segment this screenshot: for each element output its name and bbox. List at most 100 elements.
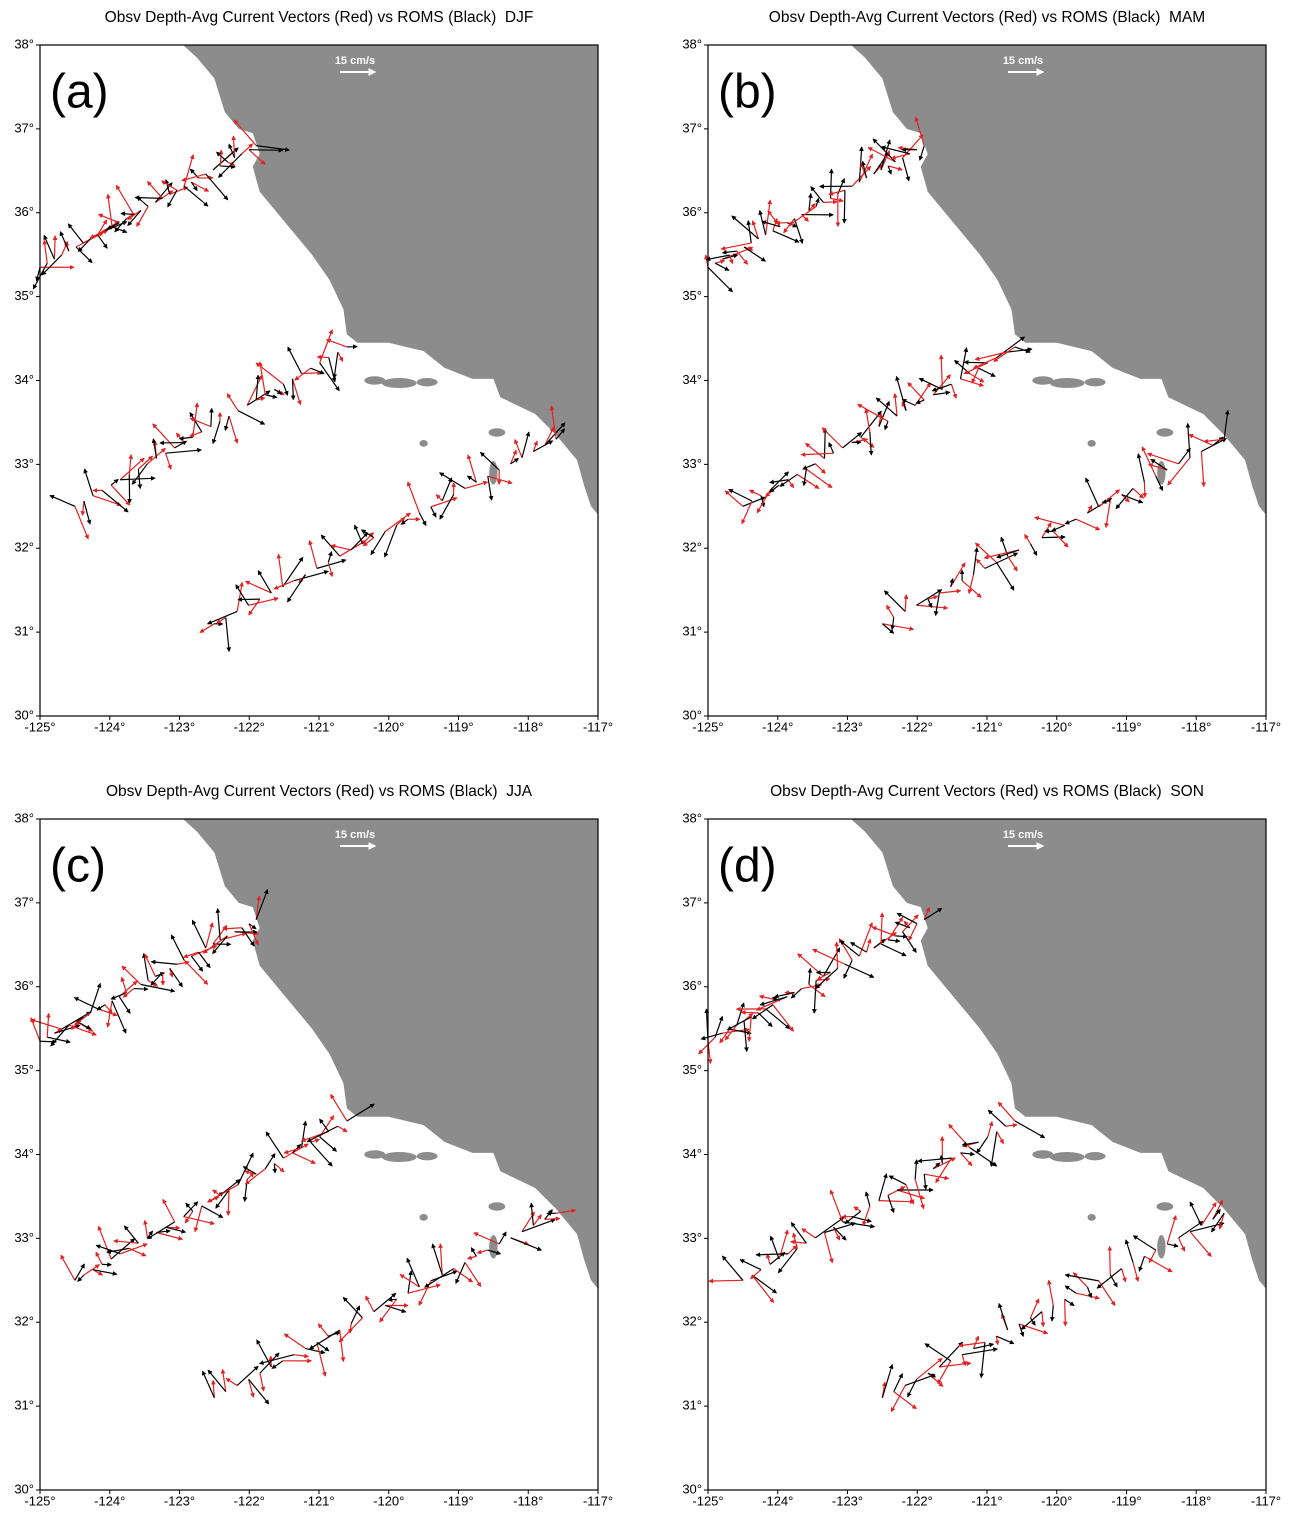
obs-vector bbox=[294, 367, 311, 381]
obs-vector bbox=[120, 1243, 148, 1255]
model-vector bbox=[521, 1218, 556, 1233]
x-tick-label: -117° bbox=[1251, 719, 1281, 734]
model-vector bbox=[1029, 543, 1038, 557]
model-vector bbox=[249, 147, 284, 153]
obs-vector bbox=[122, 988, 135, 998]
model-vector bbox=[1096, 1268, 1122, 1289]
scale-label: 15 cm/s bbox=[1003, 55, 1043, 67]
model-vector bbox=[287, 346, 303, 374]
obs-vector bbox=[406, 481, 421, 514]
y-tick-label: 38° bbox=[14, 36, 34, 51]
model-vector bbox=[714, 1015, 724, 1038]
model-vector bbox=[320, 534, 341, 557]
model-vector bbox=[880, 943, 907, 957]
model-vector bbox=[41, 254, 63, 276]
model-vector bbox=[209, 407, 214, 427]
obs-vector bbox=[532, 1214, 542, 1226]
obs-vector bbox=[902, 914, 919, 933]
obs-vector bbox=[182, 951, 199, 959]
obs-vector bbox=[815, 463, 826, 474]
obs-vector bbox=[812, 948, 846, 965]
obs-vector bbox=[864, 408, 871, 433]
obs-vector bbox=[741, 500, 753, 525]
model-vector bbox=[807, 192, 813, 211]
obs-vector bbox=[1040, 1311, 1046, 1328]
model-vector bbox=[793, 218, 804, 245]
island bbox=[1049, 377, 1085, 389]
x-tick-label: -124° bbox=[762, 719, 793, 734]
obs-vector bbox=[162, 1198, 176, 1223]
model-vector bbox=[479, 451, 500, 471]
model-vector bbox=[114, 218, 127, 233]
island bbox=[364, 376, 386, 385]
obs-vector bbox=[283, 1146, 302, 1155]
obs-vector bbox=[902, 134, 924, 159]
obs-vector bbox=[127, 210, 142, 220]
y-tick-label: 38° bbox=[14, 810, 34, 825]
model-vector bbox=[1155, 475, 1164, 492]
y-tick-label: 36° bbox=[682, 978, 702, 993]
model-vector bbox=[97, 234, 108, 249]
panel-label: (d) bbox=[718, 840, 777, 893]
obs-vector bbox=[1132, 1262, 1140, 1282]
obs-vector bbox=[830, 197, 844, 203]
obs-vector bbox=[438, 1243, 444, 1275]
model-vector bbox=[728, 488, 753, 502]
obs-vector bbox=[790, 1239, 807, 1245]
obs-vector bbox=[1147, 463, 1168, 471]
obs-vector bbox=[310, 1138, 321, 1143]
obs-vector bbox=[97, 213, 120, 224]
model-vector bbox=[810, 186, 824, 203]
obs-vector bbox=[975, 558, 986, 569]
y-tick-label: 31° bbox=[682, 624, 702, 639]
obs-vector bbox=[317, 1323, 329, 1337]
model-vector bbox=[989, 1131, 998, 1168]
model-vector bbox=[890, 617, 896, 631]
map-panel: Obsv Depth-Avg Current Vectors (Red) vs … bbox=[682, 9, 1281, 734]
model-vector bbox=[1178, 1220, 1204, 1239]
model-vector bbox=[972, 547, 979, 575]
obs-vector bbox=[193, 1205, 203, 1233]
obs-vector bbox=[708, 1278, 743, 1284]
obs-vector bbox=[339, 1330, 346, 1363]
y-tick-label: 37° bbox=[682, 894, 702, 909]
model-vector bbox=[743, 1020, 749, 1053]
model-vector bbox=[77, 238, 91, 252]
model-vector bbox=[215, 907, 221, 940]
obs-vector bbox=[1142, 482, 1148, 498]
model-vector bbox=[418, 512, 427, 527]
model-vector bbox=[205, 173, 229, 201]
model-vector bbox=[146, 1221, 175, 1240]
model-vector bbox=[350, 1305, 361, 1325]
obs-vector bbox=[1005, 1122, 1018, 1128]
model-vector bbox=[812, 980, 817, 1014]
model-vector bbox=[880, 145, 910, 155]
x-tick-label: -117° bbox=[583, 719, 613, 734]
model-vector bbox=[932, 1162, 941, 1170]
obs-vector bbox=[464, 480, 489, 489]
model-vector bbox=[850, 941, 867, 953]
x-tick-label: -119° bbox=[1111, 1493, 1141, 1508]
model-vector bbox=[310, 1141, 333, 1167]
x-tick-label: -123° bbox=[164, 1493, 195, 1508]
model-vector bbox=[120, 211, 134, 217]
model-vector bbox=[807, 967, 813, 985]
obs-vector bbox=[792, 1232, 798, 1249]
model-vector bbox=[167, 189, 178, 208]
model-vector bbox=[790, 988, 803, 999]
model-vector bbox=[833, 1226, 847, 1241]
model-vector bbox=[949, 578, 955, 587]
obs-vector bbox=[851, 165, 872, 187]
model-vector bbox=[282, 556, 304, 588]
model-vector bbox=[979, 1342, 986, 1379]
y-tick-label: 34° bbox=[682, 372, 702, 387]
model-vector bbox=[927, 1372, 936, 1378]
island bbox=[419, 440, 428, 447]
map-panel: Obsv Depth-Avg Current Vectors (Red) vs … bbox=[14, 9, 613, 734]
obs-vector bbox=[258, 361, 266, 395]
model-vector bbox=[306, 1125, 339, 1143]
obs-vector bbox=[365, 1295, 375, 1312]
obs-vector bbox=[104, 1004, 113, 1014]
obs-vector bbox=[1132, 487, 1144, 499]
obs-vector bbox=[189, 417, 212, 428]
